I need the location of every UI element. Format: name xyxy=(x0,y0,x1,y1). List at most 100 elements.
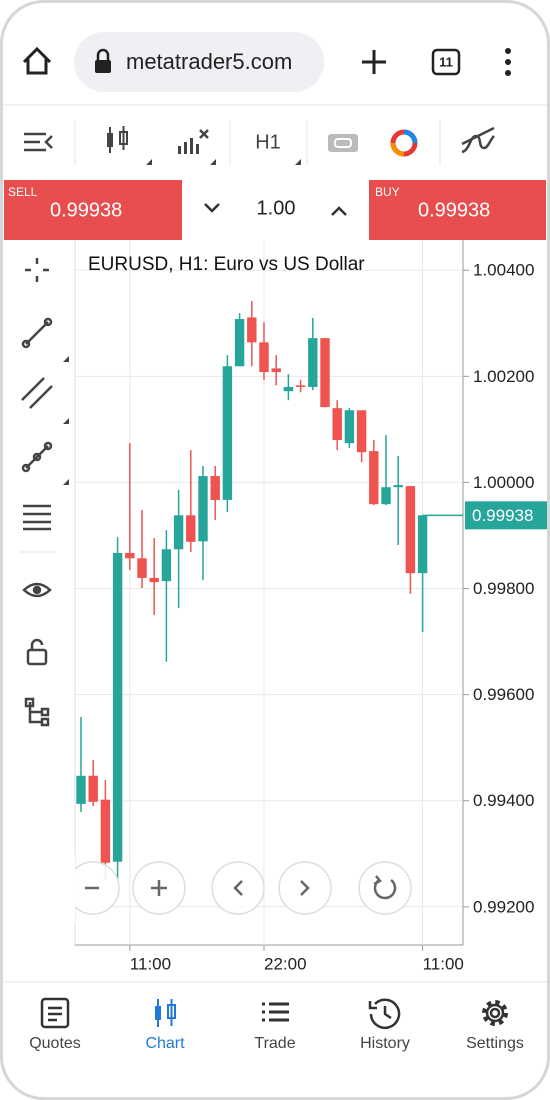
bottom-nav: Quotes Chart Trade History Settings xyxy=(29,997,524,1052)
nav-item[interactable]: Trade xyxy=(254,1002,296,1052)
candle-body xyxy=(295,385,306,387)
candle-body xyxy=(344,410,355,444)
sell-button[interactable] xyxy=(4,180,182,240)
candle-body xyxy=(112,552,123,862)
candle-body xyxy=(100,799,111,863)
y-tick-label: 1.00400 xyxy=(473,261,534,280)
icon-part xyxy=(48,1006,62,1022)
candle-body xyxy=(283,386,294,392)
nav-item[interactable]: History xyxy=(360,998,410,1052)
sell-label: SELL xyxy=(8,185,38,199)
icon-part xyxy=(32,452,42,462)
x-tick-label: 11:00 xyxy=(130,954,171,973)
scroll-right-button[interactable] xyxy=(278,861,332,915)
left-icon xyxy=(233,880,243,896)
nav-icon xyxy=(482,1000,508,1026)
chart-controls xyxy=(66,861,412,915)
x-tick-label: 22:00 xyxy=(264,954,307,973)
candle-body xyxy=(149,577,159,583)
url-bar[interactable] xyxy=(74,32,324,92)
reset-button[interactable] xyxy=(358,861,412,915)
candle-body xyxy=(222,366,233,500)
polyline-tool[interactable] xyxy=(25,445,49,469)
buy-label: BUY xyxy=(375,185,400,199)
icon-part xyxy=(485,1003,505,1023)
icon-part xyxy=(40,717,50,727)
buy-button[interactable] xyxy=(369,180,546,240)
icon-part xyxy=(262,1002,289,1022)
nav-item[interactable]: Quotes xyxy=(29,997,81,1052)
volume-down[interactable] xyxy=(204,203,220,213)
visibility-tool[interactable] xyxy=(22,582,52,598)
trade-bar: SELL 0.99938 1.00 BUY 0.99938 xyxy=(4,180,546,240)
candle-body xyxy=(369,451,379,505)
icon-part xyxy=(334,138,352,148)
home-icon[interactable] xyxy=(22,46,52,75)
line-tool[interactable] xyxy=(25,321,49,345)
nav-label: History xyxy=(360,1035,410,1052)
nav-item[interactable]: Settings xyxy=(466,1000,524,1052)
icon-part xyxy=(373,875,382,886)
icon-part xyxy=(383,1006,392,1020)
objects-tree-tool[interactable] xyxy=(28,702,42,724)
y-tick-label: 0.99800 xyxy=(473,579,534,598)
control-icons xyxy=(85,875,397,900)
lock-tool[interactable] xyxy=(26,648,48,666)
menu-icon[interactable] xyxy=(24,132,53,152)
buy-price: 0.99938 xyxy=(418,199,490,221)
candle-body xyxy=(271,368,281,373)
candle-body xyxy=(137,558,147,578)
candle-body xyxy=(198,476,208,542)
last-price-box xyxy=(465,501,547,530)
objects-icon[interactable] xyxy=(461,126,495,154)
chart-type-icon[interactable] xyxy=(107,126,128,153)
scroll-left-button[interactable] xyxy=(211,861,265,915)
candle-body xyxy=(173,515,184,550)
indicators-icon[interactable] xyxy=(178,129,209,154)
icon-part xyxy=(30,638,44,650)
candle-body xyxy=(259,342,269,373)
volume[interactable]: 1.00 xyxy=(257,197,296,219)
icon-part xyxy=(32,585,42,595)
icon-part xyxy=(43,441,53,451)
tool-corners xyxy=(63,356,69,485)
candle-body xyxy=(210,476,220,500)
timeframe[interactable]: H1 xyxy=(255,131,281,153)
icon-part xyxy=(369,998,401,1030)
lock-shackle xyxy=(96,48,110,60)
icon-part xyxy=(489,1007,501,1019)
channel-tool[interactable] xyxy=(21,377,53,409)
candle-body xyxy=(234,319,245,367)
lock-icon xyxy=(95,60,111,73)
volume-up[interactable] xyxy=(331,206,347,216)
chart: 0.99200 0.99400 0.99600 0.99800 1.00000 1.002… xyxy=(74,240,547,973)
icon-part xyxy=(21,339,31,349)
tabs-icon[interactable] xyxy=(431,48,461,76)
candle-body xyxy=(381,487,391,505)
fibo-tool[interactable] xyxy=(23,504,51,531)
candle-body xyxy=(88,775,98,802)
nav-label: Chart xyxy=(145,1035,185,1052)
y-tick-label: 1.00200 xyxy=(473,367,534,386)
icon-part xyxy=(482,1000,508,1026)
new-tab-icon[interactable] xyxy=(362,50,386,74)
y-tick-label: 0.99400 xyxy=(473,791,534,810)
crosshair-tool[interactable] xyxy=(25,258,49,282)
candle-body xyxy=(247,317,257,343)
sell-price: 0.99938 xyxy=(50,199,122,221)
nav-item[interactable]: Chart xyxy=(145,999,185,1052)
candle-body xyxy=(405,486,416,574)
x-tick-label: 11:00 xyxy=(423,954,464,973)
right-icon xyxy=(300,880,310,896)
trade-icon[interactable] xyxy=(328,134,358,152)
candle-body xyxy=(308,338,318,387)
menu-dot xyxy=(505,59,511,65)
nav-icon xyxy=(40,997,70,1029)
url: metatrader5.com xyxy=(126,49,292,74)
candle-body xyxy=(125,552,135,559)
icon-part xyxy=(157,999,159,1027)
menu-dot[interactable] xyxy=(505,48,511,54)
icon-part xyxy=(368,1001,377,1010)
